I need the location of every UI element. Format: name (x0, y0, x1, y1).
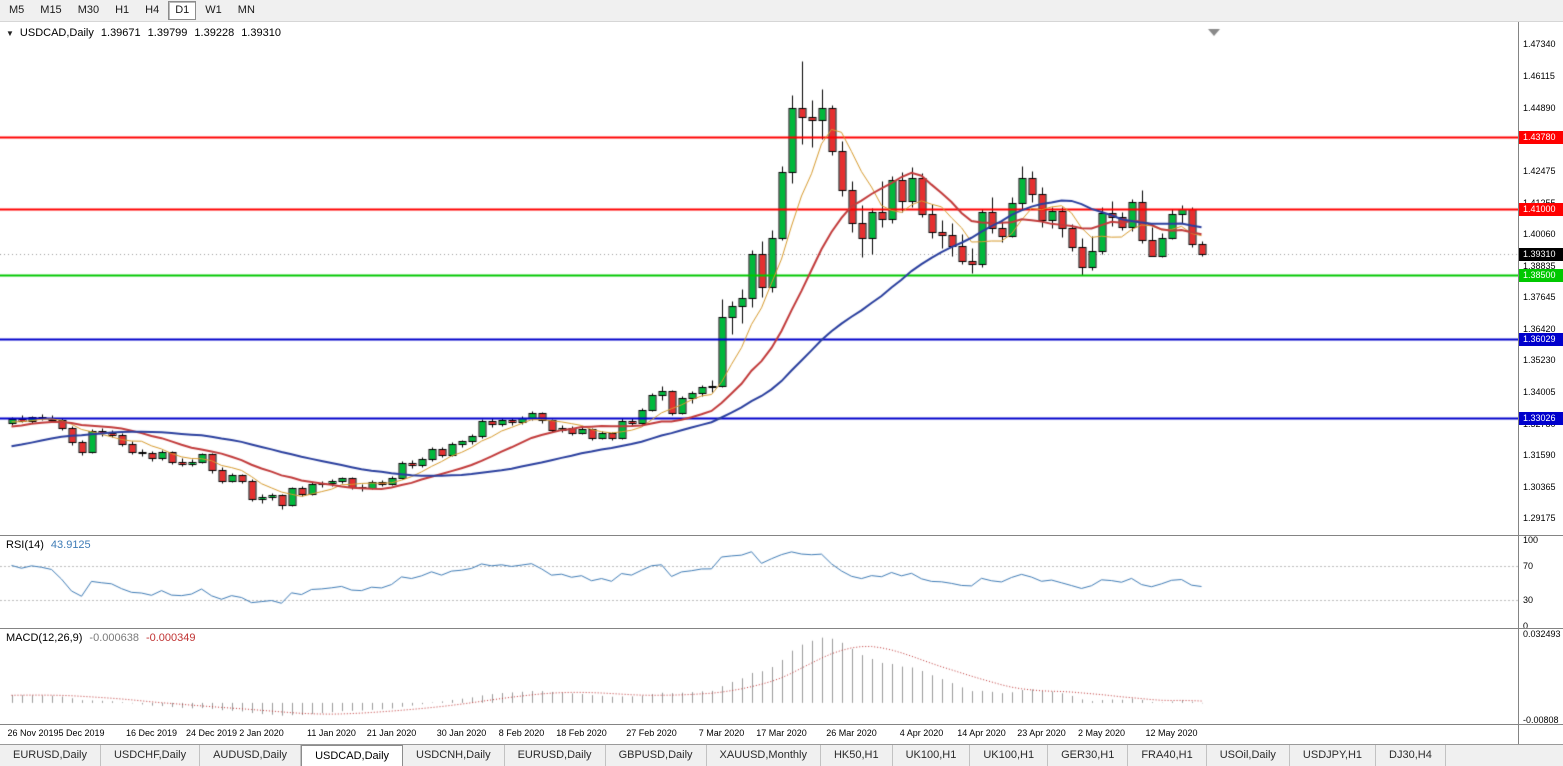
chart-tab-eurusd-daily[interactable]: EURUSD,Daily (505, 745, 606, 766)
date-axis-label: 7 Mar 2020 (698, 728, 745, 738)
rsi-value: 43.9125 (50, 539, 91, 551)
date-axis-label: 2 Jan 2020 (239, 728, 284, 738)
chart-symbol-label: USDCAD,Daily (19, 27, 94, 39)
date-axis-label: 4 Apr 2020 (899, 728, 944, 738)
date-axis-label: 26 Mar 2020 (826, 728, 877, 738)
ohlc-high: 1.39799 (147, 27, 188, 39)
rsi-scale-label: 70 (1523, 560, 1534, 571)
price-tick-label: 1.31590 (1523, 450, 1556, 461)
timeframe-button-h1[interactable]: H1 (115, 4, 130, 16)
rsi-scale-label: 30 (1523, 595, 1534, 606)
level-price-badge: 1.33026 (1519, 411, 1563, 425)
price-tick-label: 1.37645 (1523, 291, 1556, 302)
date-axis-separator (0, 724, 1563, 725)
date-axis-label: 30 Jan 2020 (436, 728, 487, 738)
date-axis-label: 24 Dec 2019 (185, 728, 238, 738)
chart-tab-fra40-h1[interactable]: FRA40,H1 (1128, 745, 1207, 766)
chart-tab-dj30-h4[interactable]: DJ30,H4 (1376, 745, 1446, 766)
timeframe-button-m5[interactable]: M5 (9, 4, 25, 16)
chart-tabbar: EURUSD,Daily USDCHF,Daily AUDUSD,Daily USDC… (0, 744, 1563, 766)
date-axis-label: 17 Mar 2020 (756, 728, 807, 738)
price-tick-label: 1.41255 (1523, 198, 1556, 208)
chart-menu-arrow-icon[interactable]: ▼ (6, 28, 14, 38)
price-tick-label: 1.34005 (1523, 386, 1556, 397)
macd-scale-label: 0.032493 (1523, 629, 1561, 639)
price-tick-label: 1.38835 (1523, 260, 1556, 271)
price-tick-label: 1.36420 (1523, 323, 1556, 334)
panel-separator-rsi[interactable] (0, 535, 1563, 536)
date-axis-label: 2 May 2020 (1077, 728, 1126, 738)
macd-name: MACD(12,26,9) (6, 632, 83, 644)
level-price-badge: 1.36029 (1519, 333, 1563, 347)
date-axis-label: 26 Nov 2019 (7, 728, 59, 738)
ohlc-close: 1.39310 (241, 27, 281, 39)
date-axis-label: 23 Apr 2020 (1017, 728, 1066, 738)
date-axis-label: 12 May 2020 (1145, 728, 1198, 738)
rsi-panel-canvas[interactable] (0, 536, 1518, 628)
chart-tab-audusd-daily[interactable]: AUDUSD,Daily (200, 745, 302, 766)
price-tick-label: 1.46115 (1523, 70, 1555, 81)
rsi-scale-label: 100 (1523, 535, 1539, 545)
chart-tab-usdjpy-h1[interactable]: USDJPY,H1 (1290, 745, 1377, 766)
price-tick-label: 1.44890 (1523, 102, 1556, 113)
date-axis-label: 27 Feb 2020 (626, 728, 677, 738)
date-axis-label: 14 Apr 2020 (957, 728, 1006, 738)
chart-tab-usoil-daily[interactable]: USOil,Daily (1207, 745, 1290, 766)
timeframe-toolbar: M5 M15 M30 H1 H4 D1 W1 MN (0, 0, 1563, 22)
current-price-badge: 1.39310 (1519, 247, 1563, 261)
rsi-label: RSI(14) 43.9125 (6, 539, 91, 551)
chart-tab-xauusd-monthly[interactable]: XAUUSD,Monthly (707, 745, 821, 766)
macd-panel-canvas[interactable] (0, 629, 1518, 724)
timeframe-button-w1[interactable]: W1 (205, 4, 222, 16)
price-tick-label: 1.29175 (1523, 513, 1556, 524)
level-price-badge: 1.43780 (1519, 130, 1563, 144)
date-axis-label: 21 Jan 2020 (366, 728, 417, 738)
price-scale[interactable]: 1.47340 1.46115 1.44890 1.42475 1.41255 1.400… (1518, 22, 1563, 744)
chart-tab-uk100-h1[interactable]: UK100,H1 (970, 745, 1049, 766)
date-axis-label: 8 Feb 2020 (498, 728, 545, 738)
main-chart-canvas[interactable] (0, 22, 1518, 535)
chart-tab-usdchf-daily[interactable]: USDCHF,Daily (101, 745, 201, 766)
level-price-badge: 1.41000 (1519, 203, 1563, 217)
chart-tab-gbpusd-daily[interactable]: GBPUSD,Daily (606, 745, 707, 766)
date-axis-label: 18 Feb 2020 (556, 728, 607, 738)
timeframe-button-m15[interactable]: M15 (40, 4, 62, 16)
panel-separator-macd[interactable] (0, 628, 1563, 629)
rsi-scale-label: 0 (1523, 621, 1529, 631)
date-axis-label: 11 Jan 2020 (307, 728, 356, 738)
timeframe-button-d1[interactable]: D1 (168, 1, 197, 20)
price-tick-label: 1.35230 (1523, 355, 1556, 366)
price-tick-label: 1.47340 (1523, 38, 1556, 49)
ohlc-open: 1.39671 (100, 27, 141, 39)
chart-title: ▼ USDCAD,Daily 1.39671 1.39799 1.39228 1… (6, 27, 281, 39)
timeframe-button-mn[interactable]: MN (237, 4, 255, 16)
chart-tab-uk100-h1[interactable]: UK100,H1 (893, 745, 971, 766)
macd-scale-label: -0.00808 (1523, 715, 1559, 725)
macd-label: MACD(12,26,9) -0.000638 -0.000349 (6, 632, 196, 644)
price-tick-label: 1.30365 (1523, 481, 1556, 492)
macd-main-value: -0.000638 (89, 632, 139, 644)
ohlc-low: 1.39228 (194, 27, 235, 39)
date-axis-label: 16 Dec 2019 (125, 728, 178, 738)
date-axis-label: 5 Dec 2019 (58, 728, 105, 738)
chart-tab-usdcad-daily[interactable]: USDCAD,Daily (301, 745, 404, 766)
level-price-badge: 1.38500 (1519, 268, 1563, 282)
chart-tab-ger30-h1[interactable]: GER30,H1 (1048, 745, 1129, 766)
price-tick-label: 1.42475 (1523, 165, 1556, 176)
rsi-name: RSI(14) (6, 539, 44, 551)
date-axis[interactable]: 26 Nov 2019 5 Dec 2019 16 Dec 2019 24 Dec 2… (0, 725, 1518, 743)
price-tick-label: 1.40060 (1523, 228, 1556, 239)
timeframe-button-m30[interactable]: M30 (77, 4, 100, 16)
chart-tab-eurusd-daily[interactable]: EURUSD,Daily (0, 745, 101, 766)
macd-signal-value: -0.000349 (145, 632, 196, 644)
timeframe-button-h4[interactable]: H4 (145, 4, 160, 16)
chart-tab-usdcnh-daily[interactable]: USDCNH,Daily (403, 745, 505, 766)
chart-tab-hk50-h1[interactable]: HK50,H1 (821, 745, 893, 766)
